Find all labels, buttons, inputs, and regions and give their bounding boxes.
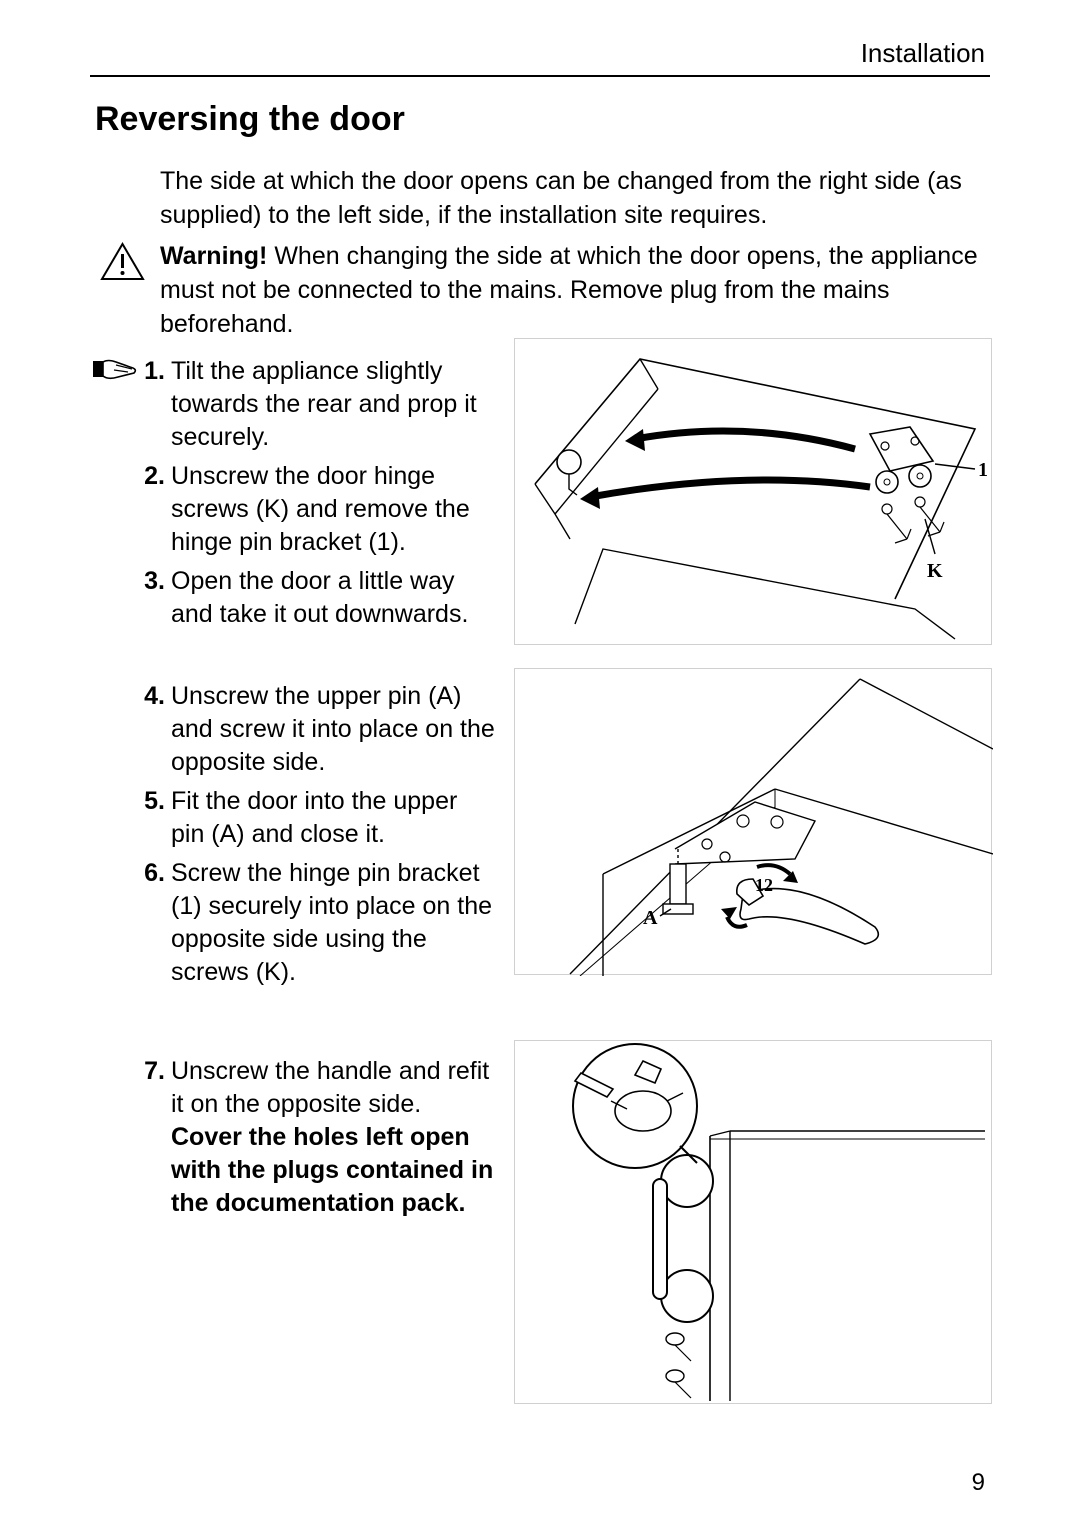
step-3: 3. Open the door a little way and take i… <box>135 565 495 631</box>
step-1: 1. Tilt the appliance slightly towards t… <box>135 355 495 454</box>
figure2-label-12: 12 <box>755 875 773 895</box>
step-text: Open the door a little way and take it o… <box>171 565 495 631</box>
step-text: Unscrew the handle and refit it on the o… <box>171 1055 498 1220</box>
page-title: Reversing the door <box>95 100 405 139</box>
step-text: Unscrew the upper pin (A) and screw it i… <box>171 680 495 779</box>
step-number: 7. <box>135 1055 165 1220</box>
figure-upper-pin: A 12 <box>514 668 992 975</box>
figure2-label-A: A <box>643 907 658 929</box>
figure-hinge-bottom: 1 K <box>514 338 992 645</box>
warning-paragraph: Warning! When changing the side at which… <box>160 240 985 341</box>
step-text: Fit the door into the upper pin (A) and … <box>171 785 495 851</box>
step-number: 2. <box>135 460 165 559</box>
figure1-label-1: 1 <box>978 459 988 481</box>
step-number: 1. <box>135 355 165 454</box>
steps-group-1: 1. Tilt the appliance slightly towards t… <box>135 355 495 637</box>
step-text: Screw the hinge pin bracket (1) securely… <box>171 857 495 989</box>
step-5: 5. Fit the door into the upper pin (A) a… <box>135 785 495 851</box>
intro-paragraph: The side at which the door opens can be … <box>160 165 985 233</box>
step-6: 6. Screw the hinge pin bracket (1) secur… <box>135 857 495 989</box>
step-4: 4. Unscrew the upper pin (A) and screw i… <box>135 680 495 779</box>
step-text-plain: Unscrew the handle and refit it on the o… <box>171 1057 489 1118</box>
step-number: 3. <box>135 565 165 631</box>
step-text: Unscrew the door hinge screws (K) and re… <box>171 460 495 559</box>
steps-group-3: 7. Unscrew the handle and refit it on th… <box>135 1055 498 1226</box>
step-2: 2. Unscrew the door hinge screws (K) and… <box>135 460 495 559</box>
header-rule <box>90 75 990 77</box>
warning-icon <box>100 242 145 282</box>
step-number: 6. <box>135 857 165 989</box>
step-number: 4. <box>135 680 165 779</box>
figure-handle <box>514 1040 992 1404</box>
figure1-label-K: K <box>927 560 943 582</box>
header-section: Installation <box>861 38 985 69</box>
pointing-hand-icon <box>90 355 140 385</box>
page-number: 9 <box>972 1469 985 1497</box>
step-text-bold: Cover the holes left open with the plugs… <box>171 1123 493 1217</box>
steps-group-2: 4. Unscrew the upper pin (A) and screw i… <box>135 680 495 995</box>
step-7: 7. Unscrew the handle and refit it on th… <box>135 1055 498 1220</box>
step-text: Tilt the appliance slightly towards the … <box>171 355 495 454</box>
warning-label: Warning! <box>160 242 267 270</box>
step-number: 5. <box>135 785 165 851</box>
warning-text: When changing the side at which the door… <box>160 242 978 338</box>
